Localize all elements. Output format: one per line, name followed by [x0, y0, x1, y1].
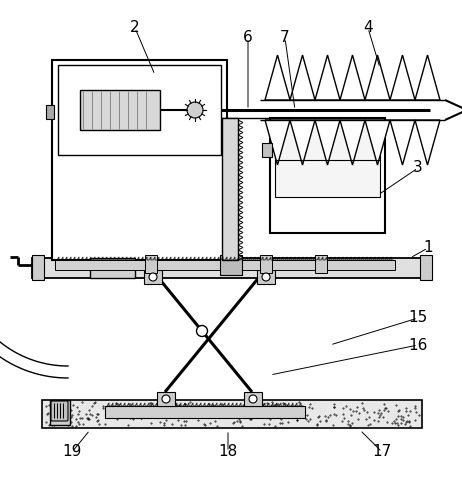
Bar: [42, 400, 422, 428]
Bar: [244, 392, 262, 406]
Polygon shape: [265, 55, 290, 100]
Bar: [220, 255, 242, 275]
Polygon shape: [265, 120, 290, 165]
Text: 15: 15: [408, 311, 428, 325]
Polygon shape: [415, 120, 440, 165]
Bar: [90, 258, 135, 278]
Bar: [52, 60, 227, 260]
FancyBboxPatch shape: [51, 401, 68, 421]
Bar: [58, 65, 221, 155]
Polygon shape: [290, 55, 315, 100]
Bar: [270, 118, 385, 233]
Bar: [260, 255, 272, 273]
Circle shape: [149, 273, 157, 281]
Bar: [275, 122, 380, 197]
Text: 7: 7: [280, 31, 290, 45]
Bar: [32, 255, 44, 280]
Bar: [50, 400, 70, 425]
Bar: [144, 270, 162, 284]
Polygon shape: [390, 55, 415, 100]
Text: 19: 19: [62, 445, 82, 460]
Polygon shape: [390, 120, 415, 165]
Text: 1: 1: [423, 241, 433, 256]
Bar: [46, 105, 54, 119]
Circle shape: [162, 395, 170, 403]
Text: 2: 2: [130, 20, 140, 36]
Text: 4: 4: [363, 20, 373, 36]
Polygon shape: [415, 55, 440, 100]
Bar: [55, 260, 395, 270]
Bar: [80, 90, 160, 130]
Polygon shape: [365, 120, 390, 165]
Circle shape: [196, 325, 207, 337]
Circle shape: [187, 102, 203, 118]
Text: 18: 18: [219, 445, 237, 460]
Circle shape: [262, 273, 270, 281]
Bar: [105, 406, 305, 418]
Polygon shape: [365, 55, 390, 100]
Bar: [145, 255, 157, 273]
Bar: [32, 258, 432, 278]
Bar: [420, 255, 432, 280]
Bar: [257, 270, 275, 284]
Polygon shape: [315, 120, 340, 165]
Text: 6: 6: [243, 31, 253, 45]
Bar: [315, 255, 327, 273]
Polygon shape: [340, 120, 365, 165]
Bar: [157, 392, 175, 406]
Bar: [262, 143, 272, 157]
Bar: [222, 118, 238, 260]
Text: 17: 17: [372, 445, 392, 460]
Polygon shape: [315, 55, 340, 100]
Circle shape: [249, 395, 257, 403]
Text: 3: 3: [413, 161, 423, 175]
Polygon shape: [340, 55, 365, 100]
Polygon shape: [290, 120, 315, 165]
Text: 16: 16: [408, 337, 428, 353]
